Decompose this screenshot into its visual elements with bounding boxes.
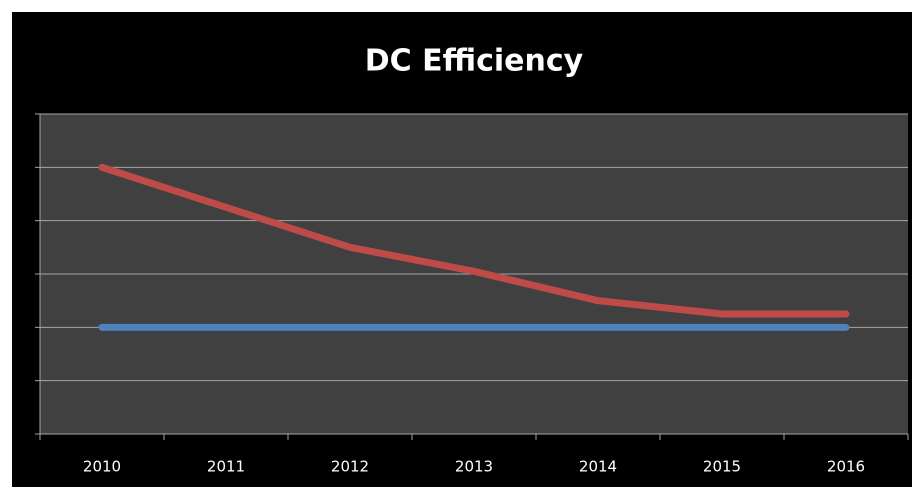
x-tick-label: 2012 [331, 458, 369, 476]
x-tick-label: 2013 [455, 458, 493, 476]
series-line [98, 163, 850, 318]
x-tick-label: 2010 [83, 458, 121, 476]
x-tick-label: 2015 [703, 458, 741, 476]
x-tick-label: 2016 [827, 458, 865, 476]
chart-title: DC Efficiency [365, 44, 584, 79]
x-tick-label: 2014 [579, 458, 617, 476]
x-tick-label: 2011 [207, 458, 245, 476]
